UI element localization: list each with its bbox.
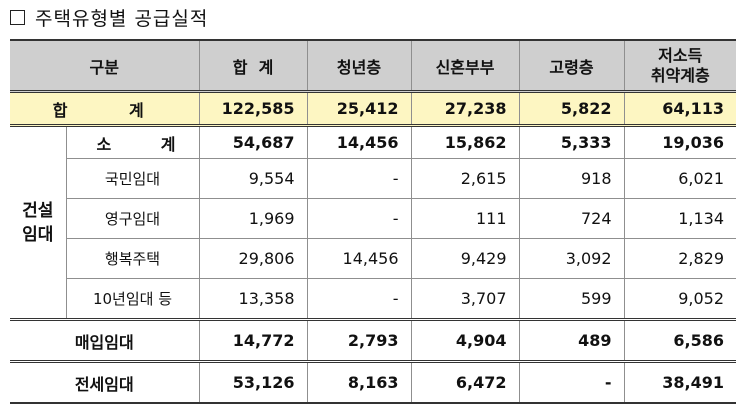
cell-permanent-elderly: 724 bbox=[518, 198, 625, 239]
purchase-rental-label: 매입임대 bbox=[10, 318, 200, 362]
happy-housing-row: 행복주택 29,806 14,456 9,429 3,092 2,829 bbox=[10, 238, 737, 279]
cell-jeonse-youth: 8,163 bbox=[306, 360, 412, 404]
cell-permanent-low-income: 1,134 bbox=[623, 198, 737, 239]
jeonse-rental-row: 전세임대 53,126 8,163 6,472 - 38,491 bbox=[10, 360, 737, 404]
cell-tenyear-newlywed: 3,707 bbox=[410, 278, 520, 320]
permanent-rental-label: 영구임대 bbox=[65, 198, 200, 239]
table-title: 주택유형별 공급실적 bbox=[10, 2, 208, 32]
cell-purchase-all: 14,772 bbox=[198, 318, 308, 362]
cell-national-youth: - bbox=[306, 158, 412, 199]
construction-group-label: 건설 임대 bbox=[10, 125, 67, 320]
national-rental-label: 국민임대 bbox=[65, 158, 200, 199]
cell-jeonse-newlywed: 6,472 bbox=[410, 360, 520, 404]
cell-subtotal-all: 54,687 bbox=[198, 125, 308, 159]
checkbox-icon bbox=[10, 9, 25, 25]
cell-jeonse-low-income: 38,491 bbox=[623, 360, 737, 404]
cell-happy-low-income: 2,829 bbox=[623, 238, 737, 279]
header-low-income: 저소득 취약계층 bbox=[623, 39, 737, 93]
purchase-rental-row: 매입임대 14,772 2,793 4,904 489 6,586 bbox=[10, 318, 737, 362]
cell-purchase-elderly: 489 bbox=[518, 318, 625, 362]
cell-total-youth: 25,412 bbox=[306, 91, 412, 127]
cell-happy-youth: 14,456 bbox=[306, 238, 412, 279]
header-newlywed: 신혼부부 bbox=[410, 39, 520, 93]
cell-purchase-low-income: 6,586 bbox=[623, 318, 737, 362]
cell-subtotal-youth: 14,456 bbox=[306, 125, 412, 159]
cell-permanent-all: 1,969 bbox=[198, 198, 308, 239]
happy-housing-label: 행복주택 bbox=[65, 238, 200, 279]
cell-total-elderly: 5,822 bbox=[518, 91, 625, 127]
cell-happy-all: 29,806 bbox=[198, 238, 308, 279]
cell-subtotal-elderly: 5,333 bbox=[518, 125, 625, 159]
cell-tenyear-low-income: 9,052 bbox=[623, 278, 737, 320]
cell-total-newlywed: 27,238 bbox=[410, 91, 520, 127]
cell-national-all: 9,554 bbox=[198, 158, 308, 199]
cell-permanent-youth: - bbox=[306, 198, 412, 239]
cell-total-all: 122,585 bbox=[198, 91, 308, 127]
header-row: 구분 합 계 청년층 신혼부부 고령층 저소득 취약계층 bbox=[10, 39, 737, 93]
total-row: 합 계 122,585 25,412 27,238 5,822 64,113 bbox=[10, 91, 737, 127]
supply-table: 구분 합 계 청년층 신혼부부 고령층 저소득 취약계층 합 계 122,585… bbox=[10, 39, 737, 404]
ten-year-rental-row: 10년임대 등 13,358 - 3,707 599 9,052 bbox=[10, 278, 737, 320]
subtotal-row: 건설 임대 소 계 54,687 14,456 15,862 5,333 19,… bbox=[10, 125, 737, 320]
national-rental-row: 국민임대 9,554 - 2,615 918 6,021 bbox=[10, 158, 737, 199]
title-text: 주택유형별 공급실적 bbox=[35, 7, 209, 30]
jeonse-rental-label: 전세임대 bbox=[10, 360, 200, 404]
cell-tenyear-elderly: 599 bbox=[518, 278, 625, 320]
header-total: 합 계 bbox=[198, 39, 308, 93]
cell-tenyear-youth: - bbox=[306, 278, 412, 320]
cell-national-elderly: 918 bbox=[518, 158, 625, 199]
cell-jeonse-all: 53,126 bbox=[198, 360, 308, 404]
cell-national-newlywed: 2,615 bbox=[410, 158, 520, 199]
cell-subtotal-low-income: 19,036 bbox=[623, 125, 737, 159]
cell-subtotal-newlywed: 15,862 bbox=[410, 125, 520, 159]
cell-happy-newlywed: 9,429 bbox=[410, 238, 520, 279]
cell-purchase-youth: 2,793 bbox=[306, 318, 412, 362]
cell-purchase-newlywed: 4,904 bbox=[410, 318, 520, 362]
header-youth: 청년층 bbox=[306, 39, 412, 93]
subtotal-label: 소 계 bbox=[65, 125, 200, 159]
total-label: 합 계 bbox=[10, 91, 200, 127]
cell-permanent-newlywed: 111 bbox=[410, 198, 520, 239]
cell-jeonse-elderly: - bbox=[518, 360, 625, 404]
ten-year-rental-label: 10년임대 등 bbox=[65, 278, 200, 320]
cell-happy-elderly: 3,092 bbox=[518, 238, 625, 279]
permanent-rental-row: 영구임대 1,969 - 111 724 1,134 bbox=[10, 198, 737, 239]
cell-total-low-income: 64,113 bbox=[623, 91, 737, 127]
header-category: 구분 bbox=[10, 39, 200, 93]
cell-national-low-income: 6,021 bbox=[623, 158, 737, 199]
header-elderly: 고령층 bbox=[518, 39, 625, 93]
cell-tenyear-all: 13,358 bbox=[198, 278, 308, 320]
